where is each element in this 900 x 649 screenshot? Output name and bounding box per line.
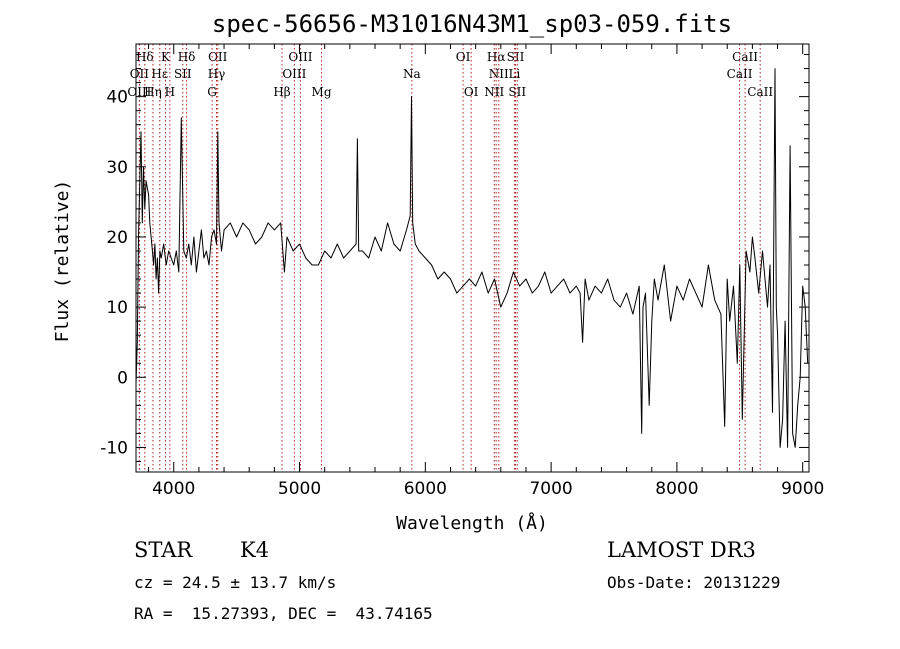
- line-marker-label: G: [207, 85, 217, 99]
- spectrum-line: [135, 68, 809, 448]
- plot-frame: [135, 43, 810, 473]
- line-marker-label: Hγ: [208, 67, 226, 81]
- line-marker-label: Hα: [487, 50, 506, 64]
- line-marker-label: OII: [130, 67, 150, 81]
- x-tick-label: 5000: [278, 479, 321, 499]
- observation-date: Obs-Date: 20131229: [607, 573, 781, 592]
- survey-name: LAMOST DR3: [607, 538, 756, 562]
- line-marker-label: NII: [484, 85, 504, 99]
- line-marker-label: Na: [403, 67, 421, 81]
- line-marker-label: CaII: [727, 67, 753, 81]
- line-marker-label: OI: [464, 85, 479, 99]
- line-marker-label: OIII: [288, 50, 312, 64]
- y-tick-label: 20: [106, 228, 128, 248]
- y-tick-label: -10: [100, 438, 128, 458]
- x-tick-label: 7000: [529, 479, 572, 499]
- line-marker-label: Hδ: [136, 50, 154, 64]
- line-marker-label: OIII: [282, 67, 306, 81]
- object-class: STAR: [134, 538, 193, 562]
- x-tick-label: 9000: [781, 479, 824, 499]
- line-marker-label: Li: [508, 67, 520, 81]
- line-marker-label: OII: [208, 50, 228, 64]
- line-marker-label: K: [161, 50, 171, 64]
- line-marker-label: SII: [174, 67, 192, 81]
- line-marker-label: Mg: [312, 85, 332, 99]
- y-axis-label: Flux (relative): [52, 180, 73, 343]
- line-marker-label: OI: [456, 50, 471, 64]
- line-marker-label: CaII: [747, 85, 773, 99]
- chart-title: spec-56656-M31016N43M1_sp03-059.fits: [212, 10, 732, 38]
- line-marker-label: Hβ: [273, 85, 290, 99]
- sky-coordinates: RA = 15.27393, DEC = 43.74165: [134, 604, 433, 623]
- y-tick-label: 40: [106, 88, 128, 108]
- axis-ticks: 4000 5000 6000 7000 8000 9000 -10 0 10 20 30 40: [100, 44, 824, 499]
- redshift-value: cz = 24.5 ± 13.7 km/s: [134, 573, 337, 592]
- line-marker-label: SII: [508, 85, 526, 99]
- line-marker-label: NII: [489, 67, 509, 81]
- line-marker-label: Hδ: [178, 50, 196, 64]
- line-marker-label: CaII: [732, 50, 758, 64]
- spectrum-series: [135, 68, 809, 448]
- y-tick-label: 10: [106, 298, 128, 318]
- line-marker-label: Hε: [151, 67, 168, 81]
- y-tick-label: 30: [106, 158, 128, 178]
- object-subclass: K4: [240, 538, 270, 562]
- x-axis-label: Wavelength (Å): [396, 512, 548, 534]
- line-marker-label: OIII: [127, 85, 151, 99]
- x-tick-label: 8000: [655, 479, 698, 499]
- line-marker-label: H: [165, 85, 175, 99]
- line-marker-label: Hη: [144, 85, 162, 99]
- line-marker-label: SII: [507, 50, 525, 64]
- x-tick-label: 6000: [404, 479, 447, 499]
- y-tick-label: 0: [117, 368, 128, 388]
- x-tick-label: 4000: [152, 479, 195, 499]
